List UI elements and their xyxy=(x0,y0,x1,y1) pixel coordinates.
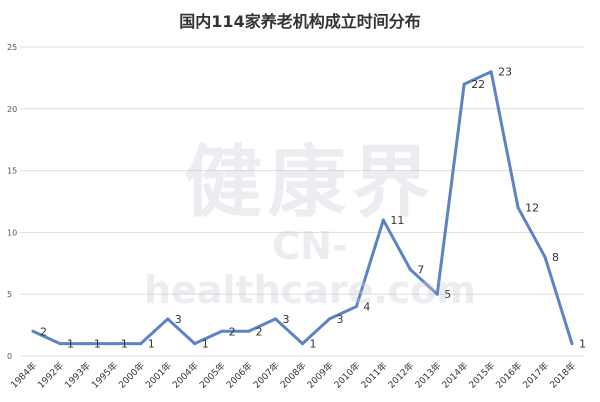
data-label: 3 xyxy=(283,313,290,326)
data-label: 1 xyxy=(148,338,155,351)
x-tick-label: 2005年 xyxy=(197,360,228,391)
data-point xyxy=(58,342,62,346)
x-tick-label: 2017年 xyxy=(520,360,551,391)
data-point xyxy=(85,342,89,346)
data-point xyxy=(516,206,520,210)
x-tick-label: 2000年 xyxy=(116,360,147,391)
y-tick-label: 20 xyxy=(7,105,17,114)
data-point xyxy=(193,342,197,346)
x-tick-label: 2008年 xyxy=(278,360,309,391)
y-tick-label: 10 xyxy=(7,228,17,237)
data-label: 2 xyxy=(256,325,263,338)
data-point xyxy=(274,317,278,321)
data-point xyxy=(354,305,358,309)
x-tick-label: 2004年 xyxy=(170,360,201,391)
data-point xyxy=(166,317,170,321)
x-tick-label: 1995年 xyxy=(89,360,120,391)
x-tick-label: 2015年 xyxy=(466,360,497,391)
data-label: 23 xyxy=(498,66,512,79)
x-tick-label: 2010年 xyxy=(331,360,362,391)
data-point xyxy=(220,329,224,333)
data-label: 8 xyxy=(552,251,559,264)
data-label: 22 xyxy=(471,78,485,91)
x-tick-label: 2016年 xyxy=(493,360,524,391)
data-label: 2 xyxy=(40,325,47,338)
data-label: 1 xyxy=(579,338,586,351)
data-point xyxy=(462,82,466,86)
x-tick-label: 2018年 xyxy=(547,360,578,391)
data-point xyxy=(247,329,251,333)
x-tick-label: 2007年 xyxy=(251,360,282,391)
data-point xyxy=(435,292,439,296)
data-label: 1 xyxy=(202,338,209,351)
x-tick-label: 2001年 xyxy=(143,360,174,391)
data-label: 5 xyxy=(444,288,451,301)
data-point xyxy=(489,70,493,74)
x-tick-label: 2006年 xyxy=(224,360,255,391)
data-label: 11 xyxy=(390,214,404,227)
y-tick-label: 0 xyxy=(7,352,12,361)
data-label: 2 xyxy=(229,325,236,338)
data-label: 3 xyxy=(336,313,343,326)
data-label: 12 xyxy=(525,202,539,215)
data-label: 7 xyxy=(417,263,424,276)
data-point xyxy=(139,342,143,346)
series-line xyxy=(31,70,574,346)
y-tick-label: 15 xyxy=(7,167,17,176)
x-tick-label: 1992年 xyxy=(35,360,66,391)
x-tick-label: 1984年 xyxy=(8,360,39,391)
x-tick-label: 2009年 xyxy=(305,360,336,391)
x-tick-label: 1993年 xyxy=(62,360,93,391)
data-label: 3 xyxy=(175,313,182,326)
data-point xyxy=(327,317,331,321)
data-point xyxy=(301,342,304,346)
data-point xyxy=(408,267,412,271)
chart-title: 国内114家养老机构成立时间分布 xyxy=(179,12,421,31)
data-label: 1 xyxy=(121,338,128,351)
data-label: 1 xyxy=(94,338,101,351)
data-label: 1 xyxy=(67,338,74,351)
data-label: 4 xyxy=(363,301,370,314)
data-point xyxy=(112,342,116,346)
data-point xyxy=(570,342,574,346)
y-tick-label: 5 xyxy=(7,290,12,299)
data-label: 1 xyxy=(310,338,317,351)
x-tick-label: 2013年 xyxy=(412,360,443,391)
data-point xyxy=(381,218,385,222)
x-tick-label: 2014年 xyxy=(439,360,470,391)
data-point xyxy=(31,329,35,333)
y-tick-label: 25 xyxy=(7,43,17,52)
data-point xyxy=(543,255,547,259)
x-tick-label: 2011年 xyxy=(358,360,389,391)
x-tick-label: 2012年 xyxy=(385,360,416,391)
